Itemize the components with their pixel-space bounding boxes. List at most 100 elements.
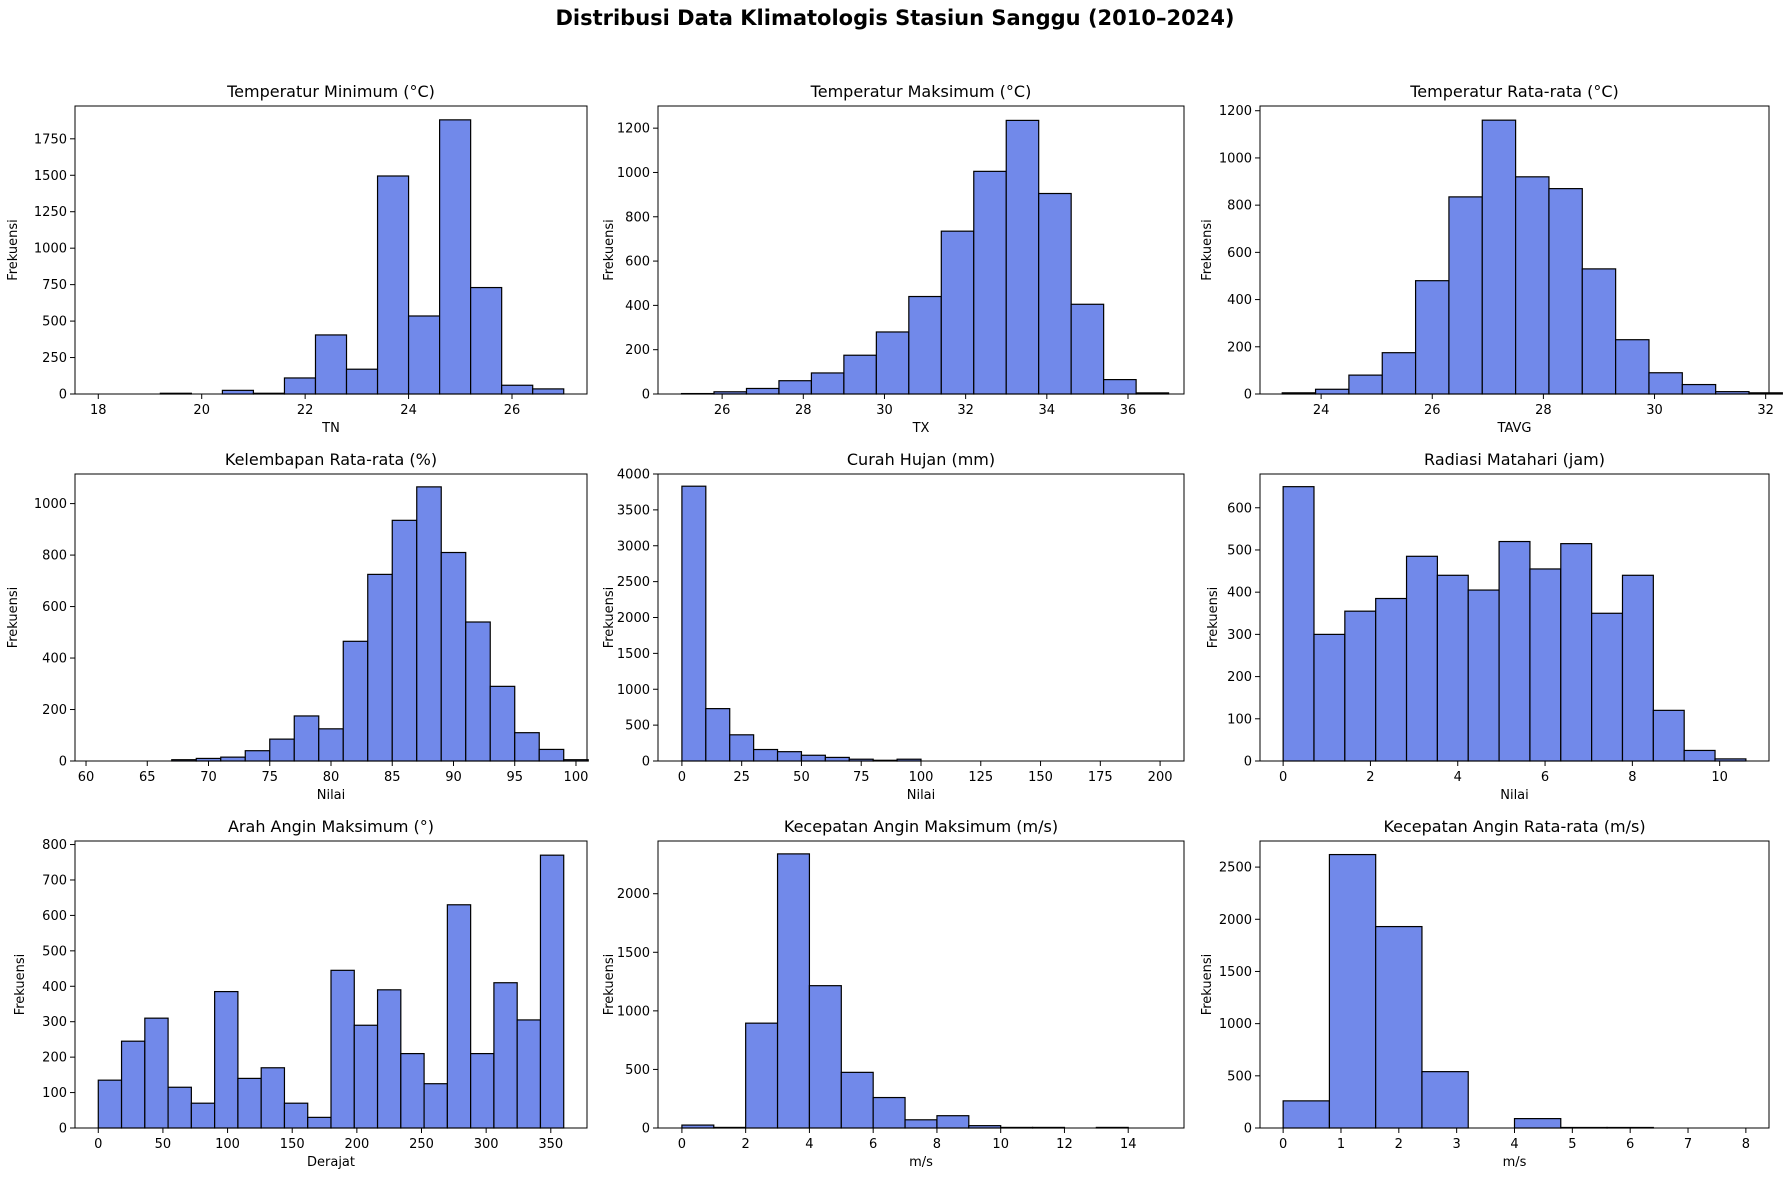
- y-tick-label: 1000: [617, 683, 650, 698]
- y-tick-label: 2000: [617, 611, 650, 626]
- y-tick-label: 0: [642, 388, 650, 403]
- y-tick-label: 100: [42, 1086, 67, 1101]
- subplot-7: 0 50 100 150 200 250 300 350 0 100 200 300 400 500 600…: [13, 817, 588, 1170]
- histogram-bar: [908, 295, 942, 395]
- x-tick-label: 200: [1148, 770, 1173, 785]
- y-tick-label: 1000: [34, 242, 67, 257]
- y-tick-label: 200: [1227, 670, 1252, 685]
- histogram-bar: [221, 389, 255, 395]
- histogram-bar: [283, 377, 317, 395]
- x-tick-label: 20: [193, 403, 210, 418]
- y-axis-label: Frekuensi: [6, 219, 21, 281]
- x-tick-label: 34: [1039, 403, 1056, 418]
- subplot-title: Curah Hujan (mm): [847, 450, 995, 469]
- axes-frame: [1259, 473, 1770, 762]
- histogram-bar: [283, 1102, 309, 1129]
- y-tick-label: 100: [1227, 712, 1252, 727]
- histogram-bar: [1344, 610, 1377, 762]
- y-axis-label: Frekuensi: [1206, 587, 1221, 649]
- x-tick-label: 100: [909, 770, 934, 785]
- histogram-bar: [440, 551, 467, 762]
- histogram-bar: [400, 1052, 425, 1129]
- histogram-bar: [307, 1116, 332, 1129]
- y-axis-label: Frekuensi: [602, 954, 617, 1016]
- y-tick-label: 1000: [34, 497, 67, 512]
- y-tick-label: 400: [625, 299, 650, 314]
- histogram-bar: [1529, 568, 1562, 762]
- histogram-bar: [810, 372, 845, 395]
- histogram-bar: [514, 732, 540, 762]
- x-tick-label: 24: [1313, 403, 1330, 418]
- x-tick-label: 50: [155, 1137, 172, 1152]
- x-tick-label: 4: [805, 1137, 813, 1152]
- axes-frame: [657, 105, 1185, 395]
- histogram-bar: [808, 985, 842, 1129]
- x-tick-label: 5: [1568, 1137, 1576, 1152]
- subplot-2: 26 28 30 32 34 36 0 200 400 600 800 1000 1200 Tempera…: [602, 82, 1185, 436]
- histogram-bar: [745, 387, 780, 395]
- x-tick-label: 100: [215, 1137, 240, 1152]
- x-tick-label: 2: [742, 1137, 750, 1152]
- histogram-bar: [167, 1086, 192, 1129]
- x-tick-label: 2: [1395, 1137, 1403, 1152]
- y-tick-label: 400: [1227, 586, 1252, 601]
- histogram-bar: [532, 388, 565, 395]
- histogram-bar: [1348, 374, 1383, 395]
- axes-frame: [657, 473, 1185, 762]
- histogram-bar: [875, 331, 910, 395]
- histogram-bar: [1038, 192, 1072, 395]
- x-tick-label: 6: [1541, 770, 1549, 785]
- histogram-bar: [1405, 555, 1438, 762]
- x-tick-label: 22: [297, 403, 314, 418]
- x-tick-label: 175: [1088, 770, 1113, 785]
- y-tick-label: 0: [1244, 1122, 1252, 1137]
- subplot-4: 60 65 70 75 80 85 90 95 10002004006008001000Kele…: [6, 450, 589, 803]
- histogram-bar: [940, 230, 975, 395]
- y-tick-label: 2500: [617, 575, 650, 590]
- x-axis-label: m/s: [1503, 1155, 1527, 1170]
- y-tick-label: 250: [42, 351, 67, 366]
- x-tick-label: 65: [139, 770, 156, 785]
- x-tick-label: 0: [1279, 770, 1287, 785]
- axes-frame: [74, 105, 588, 395]
- histogram-bar: [1498, 540, 1531, 762]
- x-tick-label: 32: [1757, 403, 1774, 418]
- y-axis-label: Frekuensi: [602, 587, 617, 649]
- histogram-bar: [144, 1017, 169, 1129]
- axes-frame: [74, 840, 588, 1129]
- histogram-bar: [753, 748, 779, 762]
- y-tick-label: 400: [42, 980, 67, 995]
- histogram-bar: [120, 1040, 146, 1129]
- histogram-bar: [1467, 589, 1500, 762]
- x-tick-label: 6: [1626, 1137, 1634, 1152]
- x-axis-label: Nilai: [1500, 788, 1529, 803]
- subplot-1: 18 20 22 24 26 0 250 500 750 1000 1250 1500 1750 Temp…: [6, 82, 588, 436]
- x-tick-label: 32: [957, 403, 974, 418]
- x-tick-label: 28: [795, 403, 812, 418]
- y-tick-label: 200: [42, 1051, 67, 1066]
- histogram-bar: [1314, 388, 1350, 395]
- subplot-title: Arah Angin Maksimum (°): [228, 817, 434, 836]
- histogram-bar: [214, 990, 239, 1129]
- subplot-8: 0 2 4 6 8 10 12 14 0 500 1000 1500 2000 Kecepatan Ang…: [602, 817, 1185, 1170]
- y-tick-label: 600: [625, 255, 650, 270]
- y-tick-label: 1000: [617, 166, 650, 181]
- histogram-bar: [465, 621, 491, 762]
- y-tick-label: 800: [1227, 199, 1252, 214]
- y-tick-label: 750: [42, 278, 67, 293]
- x-tick-label: 50: [793, 770, 810, 785]
- x-tick-label: 150: [280, 1137, 305, 1152]
- histogram-bar: [1375, 597, 1408, 762]
- x-tick-label: 8: [933, 1137, 941, 1152]
- histogram-bar: [1481, 119, 1517, 395]
- y-tick-label: 2500: [1219, 861, 1252, 876]
- histogram-bar: [1652, 709, 1685, 762]
- histogram-bar: [220, 756, 246, 762]
- y-tick-label: 500: [42, 944, 67, 959]
- subplot-title: Kelembapan Rata-rata (%): [225, 450, 437, 469]
- y-tick-label: 2000: [617, 887, 650, 902]
- histogram-bar: [1282, 1100, 1331, 1129]
- x-tick-label: 0: [1279, 1137, 1287, 1152]
- y-tick-label: 500: [1227, 543, 1252, 558]
